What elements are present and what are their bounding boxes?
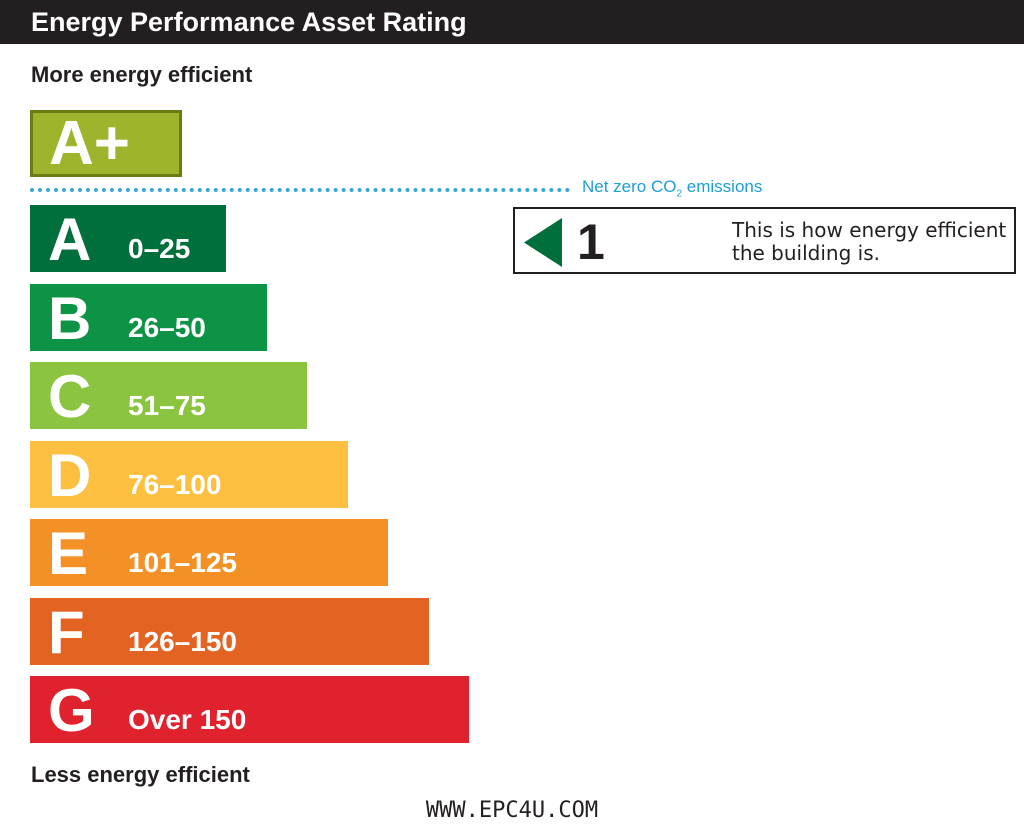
band-b-range: 26–50 (128, 312, 206, 343)
net-zero-label: Net zero CO2 emissions (582, 177, 763, 200)
band-a-plus-letter: A+ (49, 109, 130, 178)
rating-description: This is how energy efficient the buildin… (732, 218, 1007, 265)
rating-arrow-icon (524, 218, 562, 267)
band-f: F 126–150 (30, 598, 429, 666)
band-d: D 76–100 (30, 441, 348, 509)
band-a-range: 0–25 (128, 233, 191, 264)
website-footer: WWW.EPC4U.COM (425, 798, 599, 823)
less-efficient-label: Less energy efficient (31, 762, 250, 787)
band-c: C 51–75 (30, 362, 307, 430)
net-zero-dotted-line (30, 188, 570, 192)
band-b: B 26–50 (30, 284, 267, 352)
band-d-letter: D (48, 442, 92, 509)
band-f-range: 126–150 (128, 626, 238, 657)
band-g-letter: G (48, 677, 95, 744)
rating-value: 1 (577, 214, 605, 270)
band-a: A 0–25 (30, 205, 226, 273)
band-d-range: 76–100 (128, 469, 222, 500)
rating-indicator: 1 This is how energy efficient the build… (513, 207, 1016, 274)
band-c-letter: C (48, 363, 92, 430)
band-e: E 101–125 (30, 519, 388, 587)
band-a-plus: A+ (30, 110, 182, 177)
band-e-letter: E (48, 520, 89, 587)
band-b-letter: B (48, 285, 92, 352)
band-e-range: 101–125 (128, 547, 238, 578)
band-g: G Over 150 (30, 676, 469, 744)
more-efficient-label: More energy efficient (31, 62, 253, 87)
band-a-letter: A (48, 206, 92, 273)
band-c-range: 51–75 (128, 390, 206, 421)
band-g-range: Over 150 (128, 704, 247, 735)
chart-title: Energy Performance Asset Rating (0, 0, 1024, 44)
band-f-letter: F (48, 599, 85, 666)
